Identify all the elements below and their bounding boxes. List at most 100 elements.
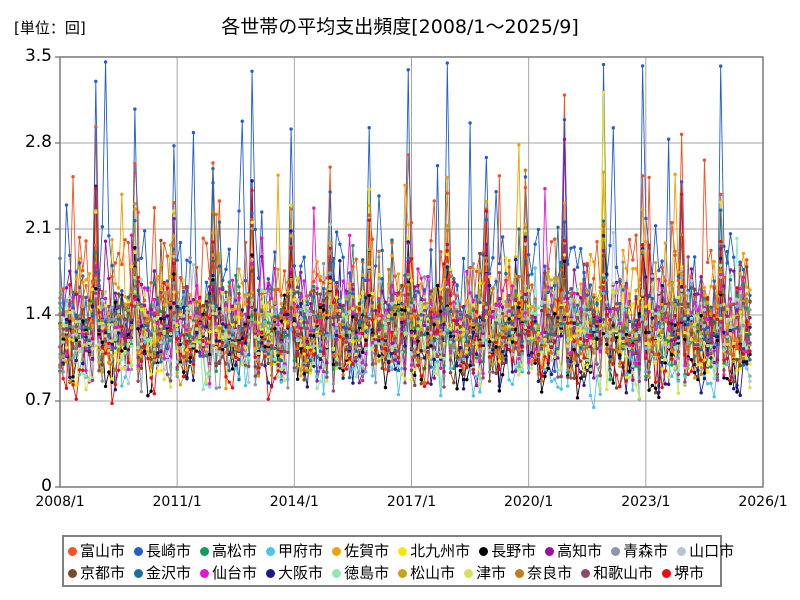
series-marker <box>416 350 420 354</box>
legend-item-長崎市[interactable]: 長崎市 <box>134 543 191 559</box>
series-marker <box>692 362 697 367</box>
series-marker <box>429 306 433 311</box>
series-marker <box>728 328 733 333</box>
series-marker <box>181 285 186 290</box>
series-marker <box>230 328 235 332</box>
series-marker <box>455 364 459 368</box>
legend-item-堺市[interactable]: 堺市 <box>662 565 704 581</box>
series-marker <box>64 336 69 340</box>
series-marker <box>123 342 127 346</box>
legend-item-甲府市[interactable]: 甲府市 <box>266 543 323 559</box>
series-marker <box>722 348 726 352</box>
series-marker <box>159 238 163 243</box>
series-marker <box>152 358 157 362</box>
series-marker <box>331 256 336 261</box>
series-marker <box>71 309 75 313</box>
series-marker <box>103 319 108 324</box>
series-marker <box>87 378 91 383</box>
series-marker <box>725 363 729 367</box>
series-marker <box>614 386 619 390</box>
series-marker <box>481 371 485 376</box>
series-marker <box>663 358 668 362</box>
series-marker <box>116 251 121 256</box>
series-marker <box>165 286 170 290</box>
legend-item-津市[interactable]: 津市 <box>464 565 506 581</box>
series-marker <box>155 354 160 359</box>
series-marker <box>334 289 339 293</box>
series-marker <box>341 313 345 317</box>
legend-item-高知市[interactable]: 高知市 <box>545 543 602 559</box>
series-marker <box>276 267 280 272</box>
series-marker <box>543 300 547 304</box>
legend-item-長野市[interactable]: 長野市 <box>479 543 536 559</box>
series-marker <box>429 238 433 243</box>
series-marker <box>224 325 228 329</box>
series-marker <box>129 320 134 325</box>
series-marker <box>435 354 440 359</box>
series-marker <box>553 237 557 241</box>
series-marker <box>107 334 111 338</box>
legend-item-山口市[interactable]: 山口市 <box>677 543 734 559</box>
legend-marker-icon <box>266 546 276 556</box>
series-marker <box>61 370 65 374</box>
legend-item-和歌山市[interactable]: 和歌山市 <box>581 565 653 581</box>
series-marker <box>458 330 463 335</box>
series-marker <box>383 318 388 323</box>
series-marker <box>295 285 300 290</box>
series-marker <box>214 369 218 373</box>
legend-item-奈良市[interactable]: 奈良市 <box>515 565 572 581</box>
series-marker <box>331 346 336 351</box>
series-marker <box>269 296 274 301</box>
series-marker <box>624 354 629 358</box>
series-marker <box>484 256 489 260</box>
series-marker <box>250 265 254 269</box>
series-marker <box>159 331 163 336</box>
series-marker <box>572 361 576 366</box>
series-marker <box>159 309 163 314</box>
series-marker <box>142 340 147 344</box>
series-marker <box>523 186 528 190</box>
series-marker <box>328 283 332 288</box>
series-marker <box>123 338 127 343</box>
series-marker <box>663 338 668 342</box>
series-marker <box>380 329 384 333</box>
legend-item-富山市[interactable]: 富山市 <box>68 543 125 559</box>
series-marker <box>422 305 427 310</box>
series-marker <box>572 326 576 331</box>
series-marker <box>601 288 606 292</box>
series-marker <box>439 287 443 291</box>
series-marker <box>494 345 498 349</box>
legend-item-京都市[interactable]: 京都市 <box>68 565 125 581</box>
series-marker <box>289 207 293 211</box>
series-marker <box>718 268 723 272</box>
series-marker <box>276 173 280 177</box>
legend-item-徳島市[interactable]: 徳島市 <box>332 565 389 581</box>
series-marker <box>360 350 365 354</box>
series-marker <box>312 288 316 293</box>
series-marker <box>517 365 521 369</box>
legend-item-高松市[interactable]: 高松市 <box>200 543 257 559</box>
series-marker <box>331 353 336 357</box>
series-marker <box>308 368 313 372</box>
series-marker <box>393 291 397 296</box>
legend-item-松山市[interactable]: 松山市 <box>398 565 455 581</box>
series-marker <box>243 293 248 297</box>
series-marker <box>286 377 290 381</box>
series-marker <box>273 250 277 254</box>
series-marker <box>110 362 114 366</box>
legend-item-大阪市[interactable]: 大阪市 <box>266 565 323 581</box>
series-marker <box>543 371 547 375</box>
series-marker <box>214 349 218 354</box>
plot-frame <box>59 56 764 488</box>
legend-item-金沢市[interactable]: 金沢市 <box>134 565 191 581</box>
series-marker <box>286 295 290 299</box>
legend-item-青森市[interactable]: 青森市 <box>611 543 668 559</box>
legend-item-仙台市[interactable]: 仙台市 <box>200 565 257 581</box>
legend-item-北九州市[interactable]: 北九州市 <box>398 543 470 559</box>
series-marker <box>168 274 173 279</box>
series-marker <box>748 293 752 298</box>
series-marker <box>87 299 91 303</box>
series-marker <box>279 367 284 371</box>
legend-item-佐賀市[interactable]: 佐賀市 <box>332 543 389 559</box>
series-marker <box>715 294 720 298</box>
